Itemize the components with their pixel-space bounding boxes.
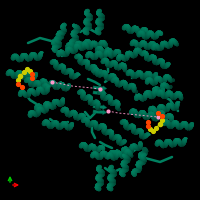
Point [18,74,22,78]
Point [25,67,29,71]
Point [154,126,158,130]
Polygon shape [93,110,107,115]
Point [156,115,160,119]
Point [106,109,110,113]
Point [151,129,155,133]
Point [22,70,26,74]
Point [50,80,54,84]
Point [160,118,164,122]
Point [156,111,160,115]
Polygon shape [93,86,107,91]
Point [148,127,152,131]
Point [20,85,24,89]
Point [16,82,20,86]
Point [146,120,150,124]
Point [160,114,164,118]
Point [146,124,150,128]
Point [28,69,32,73]
Point [30,72,34,76]
Polygon shape [93,91,107,96]
Point [98,87,102,91]
Point [158,122,162,126]
Point [30,76,34,80]
Point [16,78,20,82]
Polygon shape [93,105,107,110]
